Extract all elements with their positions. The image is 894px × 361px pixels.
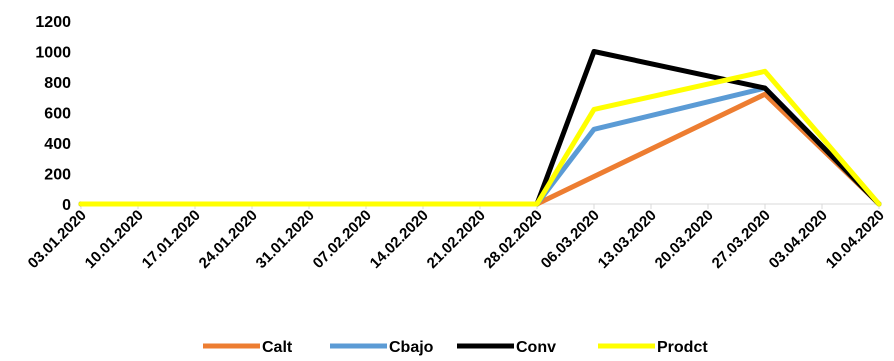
y-tick-label: 1000 [35,45,71,62]
legend-label-conv: Conv [516,339,556,356]
x-tick-label: 14.02.2020 [367,207,432,272]
x-tick-label: 10.01.2020 [82,207,147,272]
y-tick-label: 400 [44,136,71,153]
x-tick-label: 27.03.2020 [709,207,774,272]
x-tick-label: 06.03.2020 [538,207,603,272]
x-tick-label: 07.02.2020 [310,207,375,272]
legend-label-calt: Calt [262,339,293,356]
x-tick-label: 17.01.2020 [139,207,204,272]
x-tick-label: 24.01.2020 [196,207,261,272]
y-tick-label: 0 [62,197,71,214]
x-tick-label: 03.01.2020 [25,207,90,272]
series-line-calt [78,91,882,207]
x-tick-label: 10.04.2020 [823,207,888,272]
x-axis-ticks: 03.01.202010.01.202017.01.202024.01.2020… [25,204,888,272]
y-axis-ticks: 0 200 400 600 800 1000 1200 [35,14,71,214]
y-tick-label: 800 [44,75,71,92]
series-line-cbajo [78,85,882,207]
x-tick-label: 28.02.2020 [481,207,546,272]
series-line-prodct [78,68,882,207]
y-tick-label: 1200 [35,14,71,31]
x-tick-label: 03.04.2020 [766,207,831,272]
x-tick-label: 21.02.2020 [424,207,489,272]
x-tick-label: 13.03.2020 [595,207,660,272]
y-tick-label: 200 [44,167,71,184]
series-lines [78,49,882,207]
legend: Calt Cbajo Conv Prodct [203,339,708,356]
legend-label-cbajo: Cbajo [389,339,434,356]
y-tick-label: 600 [44,106,71,123]
x-tick-label: 31.01.2020 [253,207,318,272]
legend-label-prodct: Prodct [657,339,708,356]
x-tick-label: 20.03.2020 [652,207,717,272]
